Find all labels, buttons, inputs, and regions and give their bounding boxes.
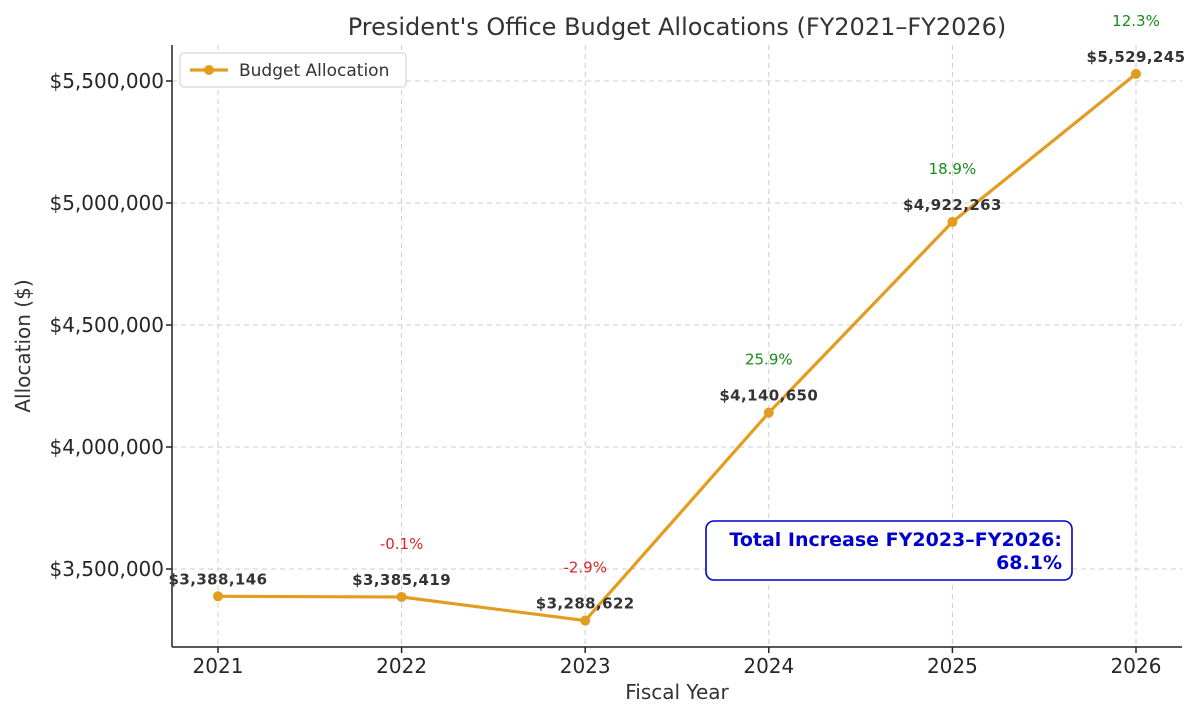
pct-change-label-2026: 12.3% [1112, 12, 1160, 30]
pct-change-label-2023: -2.9% [563, 559, 607, 577]
annotation-box [705, 520, 1073, 581]
x-tick-label-4: 2025 [927, 654, 978, 678]
data-point-2022 [396, 591, 407, 602]
x-tick-label-5: 2026 [1111, 654, 1162, 678]
value-label-2025: $4,922,263 [903, 196, 1002, 214]
legend-entry-budget-allocation: Budget Allocation [239, 61, 389, 81]
series-line-budget-allocation [217, 72, 1138, 623]
x-tick-label-0: 2021 [193, 654, 244, 678]
y-tick-label-4: $5,500,000 [49, 69, 164, 93]
value-label-2022: $3,385,419 [352, 571, 451, 589]
series-budget-allocation [213, 68, 1141, 626]
x-tick-label-2: 2023 [560, 654, 611, 678]
chart-title: President's Office Budget Allocations (F… [348, 13, 1007, 41]
value-label-2023: $3,288,622 [536, 595, 635, 613]
pct-change-label-2022: -0.1% [380, 535, 424, 553]
y-axis-label: Allocation ($) [11, 279, 35, 412]
x-tick-label-3: 2024 [743, 654, 794, 678]
data-point-2023 [580, 615, 591, 626]
value-label-2024: $4,140,650 [719, 387, 818, 405]
annotation-title: Total Increase FY2023–FY2026: [729, 529, 1062, 551]
y-tick-label-2: $4,500,000 [49, 313, 164, 337]
value-label-2026: $5,529,245 [1087, 48, 1186, 66]
y-tick-label-1: $4,000,000 [49, 435, 164, 459]
data-labels: $3,388,146 $3,385,419 $3,288,622 $4,140,650… [169, 48, 1186, 613]
annotation-value: 68.1% [996, 552, 1062, 574]
data-point-2025 [947, 216, 958, 227]
percent-change-labels: -0.1% -2.9% 25.9% 18.9% 12.3% [380, 12, 1160, 577]
legend: Budget Allocation [179, 52, 407, 88]
data-point-2021 [213, 591, 223, 602]
legend-marker-swatch [204, 65, 214, 75]
x-axis-ticks: 2021 2022 2023 2024 2025 2026 [193, 647, 1162, 678]
x-axis-label: Fiscal Year [625, 680, 729, 704]
data-point-2024 [763, 407, 774, 418]
y-axis-ticks: $3,500,000 $4,000,000 $4,500,000 $5,000,000… [49, 69, 172, 581]
value-label-2021: $3,388,146 [169, 570, 268, 588]
grid [172, 45, 1182, 647]
y-tick-label-0: $3,500,000 [49, 557, 164, 581]
data-point-2026 [1131, 68, 1141, 79]
total-increase-annotation: Total Increase FY2023–FY2026: 68.1% [705, 520, 1073, 581]
legend-box [179, 52, 407, 88]
pct-change-label-2024: 25.9% [745, 351, 793, 369]
x-tick-label-1: 2022 [376, 654, 427, 678]
pct-change-label-2025: 18.9% [929, 160, 977, 178]
y-tick-label-3: $5,000,000 [49, 191, 164, 215]
